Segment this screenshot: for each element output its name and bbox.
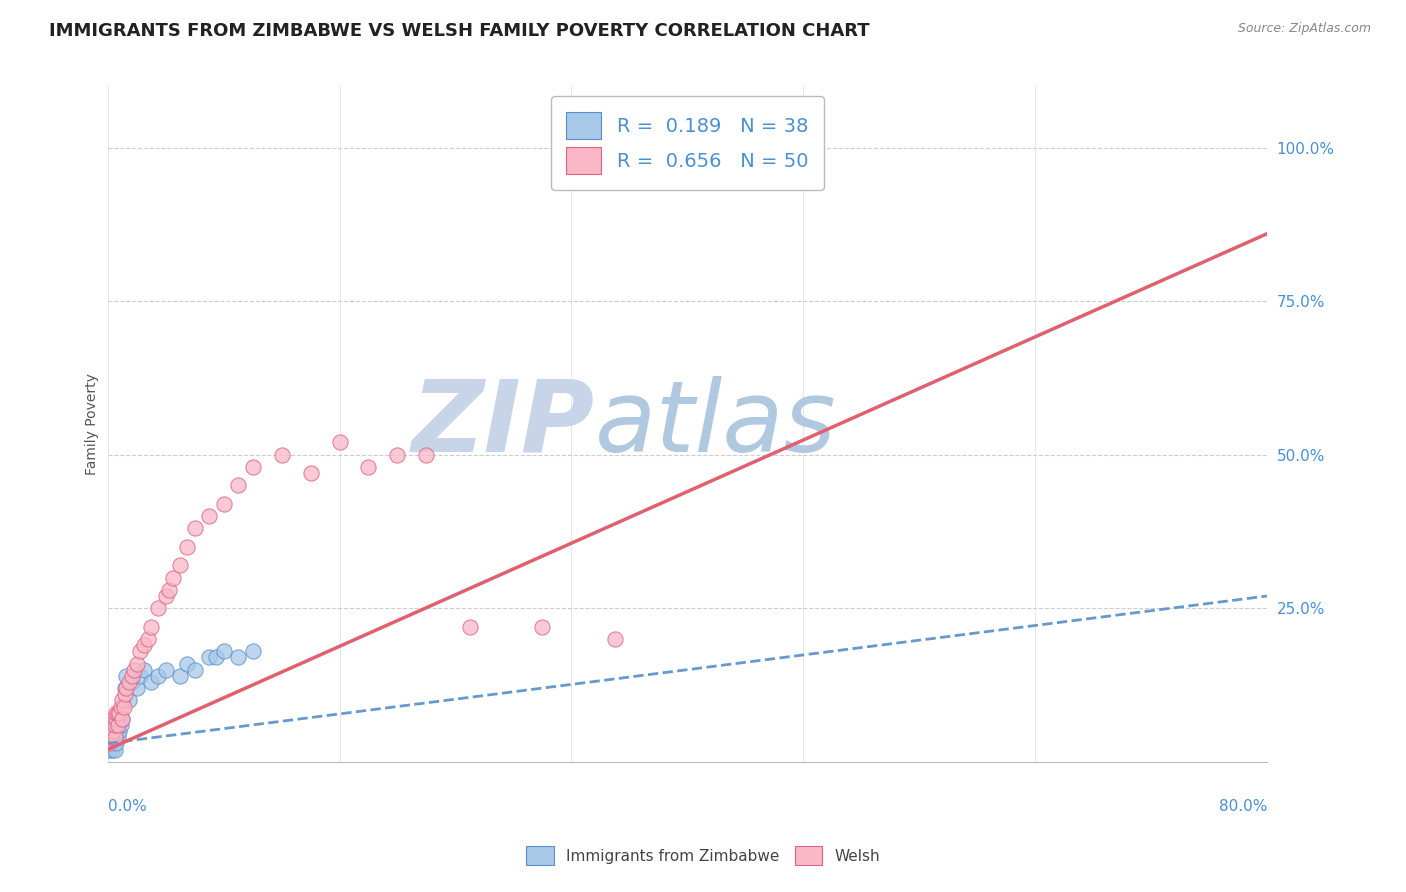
Point [105,712,128,726]
Point [132,663,155,677]
Point [115,669,138,683]
Point [357,460,380,475]
Point [458,620,481,634]
Point [98,742,121,756]
Point [103,730,125,744]
Point [98,736,121,750]
Point [111,693,134,707]
Point [103,724,125,739]
Point [212,497,235,511]
Point [98,736,121,750]
Point [107,718,129,732]
Point [122,663,145,677]
Point [531,620,554,634]
Text: IMMIGRANTS FROM ZIMBABWE VS WELSH FAMILY POVERTY CORRELATION CHART: IMMIGRANTS FROM ZIMBABWE VS WELSH FAMILY… [49,22,870,40]
Legend: Immigrants from Zimbabwe, Welsh: Immigrants from Zimbabwe, Welsh [520,840,886,871]
Y-axis label: Family Poverty: Family Poverty [86,373,100,475]
Point [148,601,170,615]
Point [104,742,127,756]
Point [128,644,150,658]
Point [115,681,138,695]
Point [136,632,159,646]
Point [107,706,129,720]
Point [112,699,135,714]
Point [226,478,249,492]
Legend: R =  0.189   N = 38, R =  0.656   N = 50: R = 0.189 N = 38, R = 0.656 N = 50 [551,96,824,190]
Point [101,736,124,750]
Text: 0.0%: 0.0% [108,799,146,814]
Text: ZIP: ZIP [412,376,595,473]
Point [103,724,125,739]
Point [118,675,141,690]
Point [101,724,124,739]
Point [111,712,134,726]
Point [198,650,221,665]
Point [148,669,170,683]
Point [108,706,131,720]
Point [125,657,148,671]
Point [110,718,132,732]
Point [100,730,122,744]
Point [121,675,143,690]
Point [103,736,125,750]
Point [114,681,136,695]
Point [299,466,322,480]
Point [132,638,155,652]
Point [387,448,409,462]
Point [107,718,129,732]
Point [169,558,191,573]
Point [162,571,184,585]
Point [104,718,127,732]
Point [118,693,141,707]
Point [105,706,128,720]
Point [183,663,205,677]
Point [270,448,292,462]
Point [121,669,143,683]
Text: Source: ZipAtlas.com: Source: ZipAtlas.com [1237,22,1371,36]
Point [105,736,128,750]
Point [114,687,136,701]
Point [242,460,264,475]
Point [111,712,134,726]
Text: atlas: atlas [595,376,837,473]
Point [415,448,437,462]
Point [139,620,162,634]
Point [108,724,131,739]
Point [104,730,127,744]
Point [155,589,177,603]
Point [100,730,122,744]
Point [169,669,191,683]
Point [101,718,124,732]
Point [226,650,249,665]
Point [328,435,350,450]
Point [98,730,121,744]
Point [110,699,132,714]
Point [242,644,264,658]
Point [176,657,198,671]
Point [183,521,205,535]
Point [155,663,177,677]
Text: 80.0%: 80.0% [1219,799,1267,814]
Point [103,712,125,726]
Point [603,632,626,646]
Point [101,724,124,739]
Point [792,141,814,155]
Point [101,742,124,756]
Point [100,718,122,732]
Point [128,669,150,683]
Point [212,644,235,658]
Point [176,540,198,554]
Point [107,730,129,744]
Point [125,681,148,695]
Point [104,718,127,732]
Point [100,736,122,750]
Point [205,650,228,665]
Point [139,675,162,690]
Point [157,582,180,597]
Point [104,730,127,744]
Point [198,509,221,524]
Point [105,724,128,739]
